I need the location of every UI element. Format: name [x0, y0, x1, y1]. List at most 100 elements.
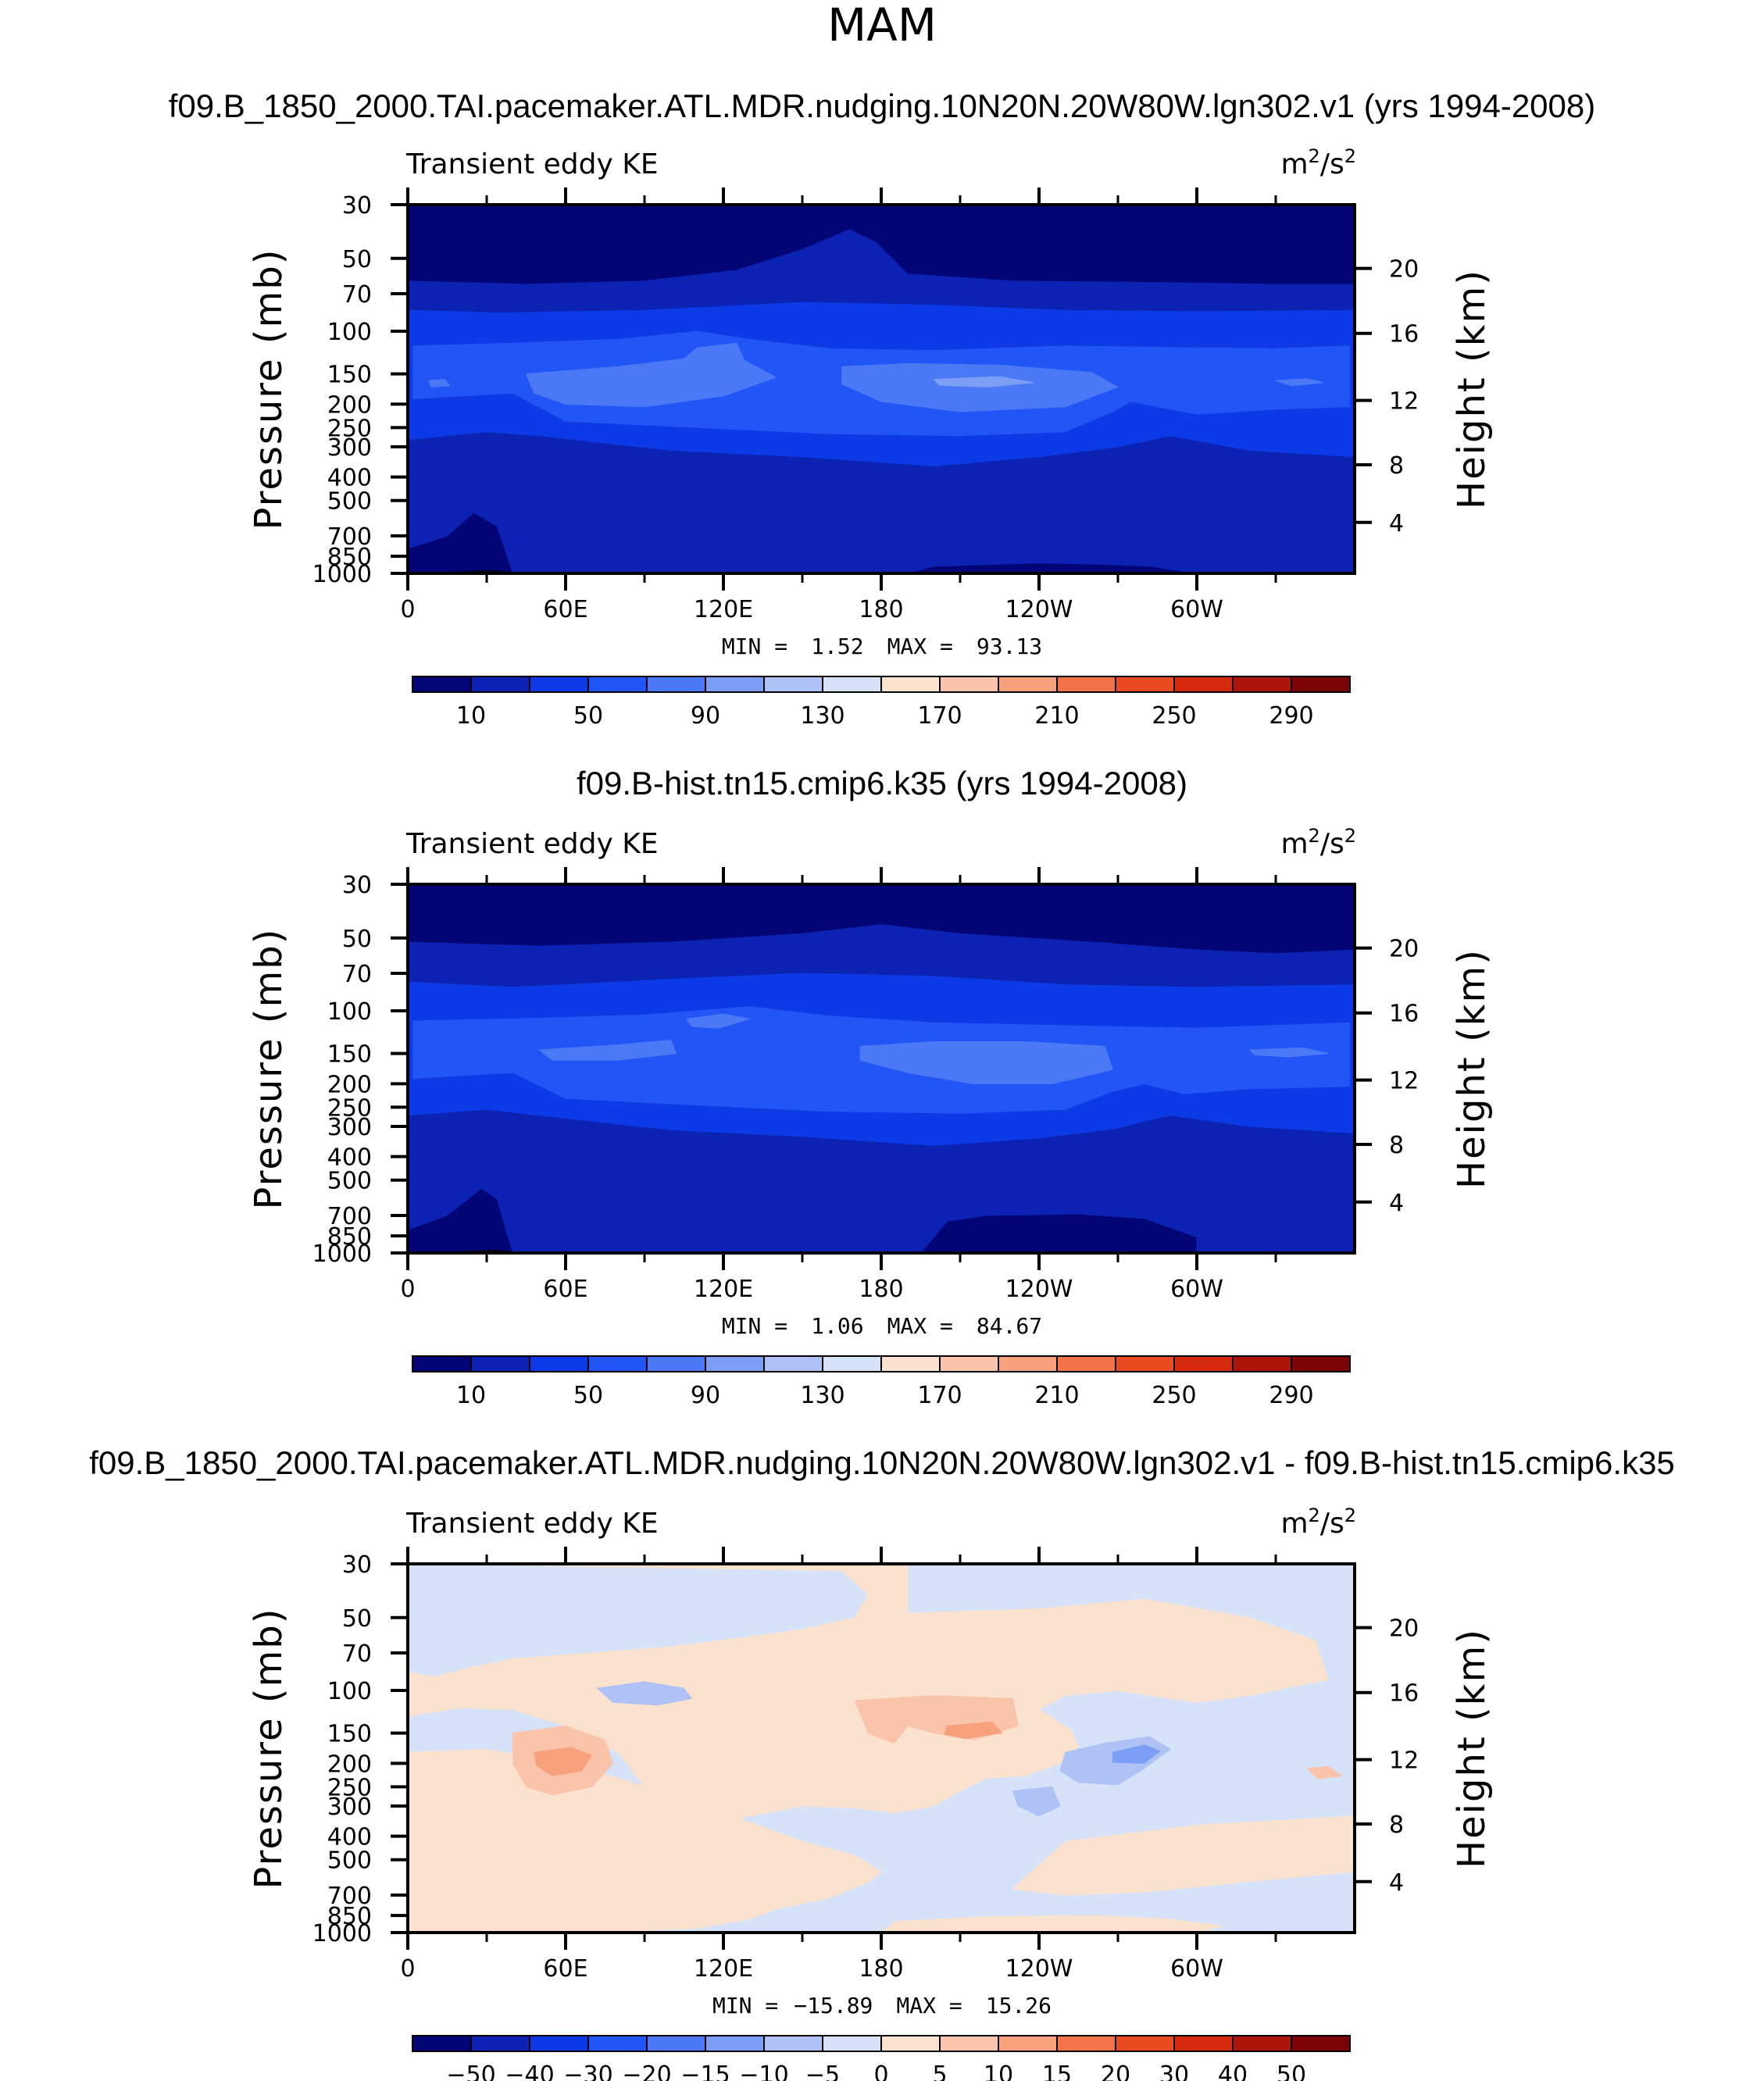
contour-region: [944, 1722, 1003, 1740]
panel-title: f09.B_1850_2000.TAI.pacemaker.ATL.MDR.nu…: [169, 87, 1596, 124]
y2-tick-label: 12: [1389, 388, 1419, 416]
units-base: m: [1280, 1508, 1308, 1540]
variable-label: Transient eddy KE: [405, 828, 659, 860]
colorbar-box: [880, 676, 941, 693]
season-title: MAM: [827, 0, 937, 52]
y2-tick-label: 4: [1389, 1869, 1404, 1897]
contour-region: [526, 342, 777, 408]
colorbar-label: 30: [1159, 2061, 1189, 2081]
colorbar-label: 15: [1042, 2061, 1072, 2081]
units-exponent: 2: [1309, 145, 1320, 167]
colorbar-box: [587, 676, 648, 693]
x-tick-label: 60W: [1170, 596, 1223, 623]
colorbar-box: [998, 676, 1058, 693]
colorbar-box: [470, 1355, 530, 1372]
y-tick-label: 700: [327, 1203, 372, 1230]
x-tick-label: 120E: [694, 596, 753, 623]
units-denominator: /s: [1320, 828, 1344, 860]
y-tick-label: 150: [327, 362, 372, 389]
colorbar-box: [1173, 676, 1234, 693]
colorbar-box: [998, 1355, 1058, 1372]
y-tick-label: 300: [327, 434, 372, 462]
units-label: m2/s2: [1280, 145, 1356, 180]
colorbar-box: [763, 1355, 823, 1372]
y2-tick-label: 16: [1389, 321, 1419, 348]
colorbar-box: [1173, 2035, 1234, 2052]
colorbar-label: 290: [1269, 1382, 1313, 1409]
y-tick-label: 100: [327, 1678, 372, 1705]
colorbar-label: −10: [739, 2061, 788, 2081]
y-tick-label: 400: [327, 465, 372, 492]
y2-axis-title: Height (km): [1450, 269, 1494, 509]
units-base: m: [1280, 148, 1308, 180]
panel-2: f09.B-hist.tn15.cmip6.k35 (yrs 1994-2008…: [247, 765, 1494, 1409]
contour-region: [841, 362, 1119, 412]
colorbar-box: [939, 676, 999, 693]
min-value: −15.89: [794, 1993, 873, 2019]
y-tick-label: 150: [327, 1721, 372, 1748]
colorbar-label: −40: [505, 2061, 554, 2081]
contour-region: [859, 1041, 1113, 1084]
y-tick-label: 100: [327, 998, 372, 1026]
colorbar-box: [822, 1355, 882, 1372]
colorbar-box: [1291, 2035, 1351, 2052]
colorbar: 10 50 90 130 170 210 250 290: [412, 676, 1351, 730]
max-value: 84.67: [977, 1313, 1042, 1339]
min-value: 1.52: [811, 634, 863, 659]
colorbar-box: [1056, 676, 1116, 693]
colorbar: 10 50 90 130 170 210 250 290: [412, 1355, 1351, 1409]
x-tick-label: 120W: [1005, 596, 1073, 623]
y-tick-label: 500: [327, 1168, 372, 1195]
y-tick-label: 70: [342, 281, 372, 309]
colorbar-label: 50: [1277, 2061, 1306, 2081]
contour-region: [1012, 1786, 1061, 1817]
contour-region: [1306, 1765, 1342, 1779]
variable-label: Transient eddy KE: [405, 148, 659, 180]
units-base: m: [1280, 828, 1308, 860]
colorbar-box: [412, 2035, 472, 2052]
contour-field: [407, 204, 1355, 574]
x-tick-label: 120E: [694, 1955, 753, 1983]
colorbar-label: 210: [1034, 1382, 1079, 1409]
y-tick-label: 850: [327, 1223, 372, 1251]
colorbar-label: 130: [800, 702, 845, 730]
panel-1: f09.B_1850_2000.TAI.pacemaker.ATL.MDR.nu…: [169, 87, 1596, 730]
colorbar-label: −30: [563, 2061, 612, 2081]
y2-axis-title: Height (km): [1450, 1628, 1494, 1869]
contour-region: [1248, 1047, 1329, 1058]
y-axis-title: Pressure (mb): [247, 1608, 291, 1890]
colorbar-label: 130: [800, 1382, 845, 1409]
colorbar-box: [470, 676, 530, 693]
y-tick-label: 50: [342, 246, 372, 273]
colorbar-label: 10: [456, 702, 486, 730]
x-tick-label: 180: [859, 596, 903, 623]
colorbar-label: −15: [680, 2061, 730, 2081]
colorbar-box: [1232, 1355, 1292, 1372]
min-label: MIN =: [722, 1313, 787, 1339]
colorbar-box: [822, 2035, 882, 2052]
colorbar-box: [1232, 676, 1292, 693]
colorbar-label: −5: [805, 2061, 840, 2081]
colorbar-label: −50: [446, 2061, 495, 2081]
y2-tick-label: 4: [1389, 510, 1404, 537]
contour-region: [933, 376, 1034, 387]
y-tick-label: 200: [327, 391, 372, 419]
y-tick-label: 200: [327, 1751, 372, 1778]
y-tick-label: 500: [327, 1847, 372, 1875]
contour-field: [407, 1563, 1355, 1933]
colorbar-label: 50: [573, 1382, 603, 1409]
y-tick-label: 250: [327, 1094, 372, 1122]
min-max-stats: MIN = 1.52 MAX = 93.13: [722, 634, 1042, 659]
colorbar-box: [587, 2035, 648, 2052]
colorbar-label: 250: [1152, 702, 1196, 730]
contour-region: [686, 1013, 751, 1029]
y-tick-label: 850: [327, 544, 372, 571]
colorbar-box: [529, 2035, 589, 2052]
y-tick-label: 250: [327, 1774, 372, 1801]
y2-tick-label: 8: [1389, 452, 1404, 480]
y-tick-label: 700: [327, 1883, 372, 1910]
max-value: 93.13: [977, 634, 1042, 659]
colorbar-box: [1056, 1355, 1116, 1372]
x-tick-label: 60E: [543, 596, 587, 623]
